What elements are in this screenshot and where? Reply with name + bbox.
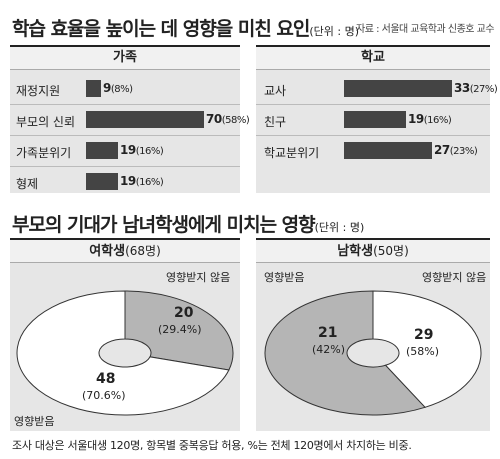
bar-value: 19 — [120, 174, 136, 188]
row-divider — [256, 104, 490, 105]
unit-label: (단위 : 명) — [314, 221, 365, 234]
boys-panel: 남학생(50명) 영향받음 21 (42%) 영향받지 않음 29 (58%) — [256, 238, 490, 431]
row-divider — [10, 135, 240, 136]
slice-value: 21 — [318, 325, 338, 341]
girls-header: 여학생(68명) — [10, 238, 240, 263]
girls-panel: 여학생(68명) 영향받지 않음 20 (29.4%) 48 (70.6%) 영향받음 — [10, 238, 240, 431]
bar-category-label: 학교분위기 — [264, 146, 320, 160]
boys-header: 남학생(50명) — [256, 238, 490, 263]
bar — [86, 173, 118, 190]
donut-chart — [264, 290, 482, 416]
bar — [344, 111, 406, 128]
bar — [86, 142, 118, 159]
donut-slice — [16, 290, 230, 416]
bar-category-label: 부모의 신뢰 — [16, 115, 76, 129]
slice-value: 29 — [414, 327, 434, 343]
slice-label-affected: 영향받음 — [14, 415, 55, 428]
bar-percent: (8%) — [110, 84, 133, 95]
bar-value: 70 — [206, 112, 222, 126]
school-panel: 학교 교사 33(27%) 친구 19(16%) 학교분위기 27(23%) — [256, 45, 498, 193]
family-panel: 가족 재정지원 9(8%) 부모의 신뢰 70(58%) 가족분위기 19(16%) 형제 1… — [10, 45, 250, 193]
slice-percent: (58%) — [406, 345, 440, 358]
bar-percent: (27%) — [469, 84, 498, 95]
bar-value-label: 9(8%) — [103, 81, 133, 95]
chart-title-factors: 학습 효율을 높이는 데 영향을 미친 요인(단위 : 명) — [12, 18, 360, 40]
bar-percent: (16%) — [423, 115, 452, 126]
bar-category-label: 재정지원 — [16, 84, 61, 98]
row-divider — [10, 104, 240, 105]
bar-category-label: 형제 — [16, 177, 39, 191]
bar-value-label: 19(16%) — [120, 174, 164, 188]
slice-label-not-affected: 영향받지 않음 — [166, 271, 231, 284]
bar-percent: (16%) — [135, 146, 164, 157]
bar-category-label: 교사 — [264, 84, 287, 98]
row-divider — [10, 166, 240, 167]
bar-percent: (16%) — [135, 177, 164, 188]
bar-category-label: 친구 — [264, 115, 287, 129]
donut-slice — [264, 290, 426, 416]
bar-category-label: 가족분위기 — [16, 146, 72, 160]
slice-label-not-affected: 영향받지 않음 — [422, 271, 487, 284]
bar-value: 33 — [454, 81, 470, 95]
donut-slice — [372, 290, 482, 408]
unit-label: (단위 : 명) — [309, 25, 360, 38]
bar-value-label: 70(58%) — [206, 112, 250, 126]
bar-value: 19 — [120, 143, 136, 157]
bar-percent: (23%) — [449, 146, 478, 157]
school-header: 학교 — [256, 45, 490, 70]
slice-percent: (29.4%) — [158, 323, 202, 336]
slice-value: 20 — [174, 305, 194, 321]
slice-percent: (70.6%) — [82, 389, 126, 402]
slice-value: 48 — [96, 371, 116, 387]
source-credit: 자료 : 서울대 교육학과 신종호 교수 — [356, 24, 495, 35]
chart-title-parent-expectation: 부모의 기대가 남녀학생에게 미치는 영향(단위 : 명) — [12, 214, 365, 236]
donut-chart — [16, 290, 234, 416]
bar-value-label: 27(23%) — [434, 143, 478, 157]
bar — [344, 80, 452, 97]
bar-value-label: 33(27%) — [454, 81, 498, 95]
bar — [86, 80, 101, 97]
slice-label-affected: 영향받음 — [264, 271, 305, 284]
bar-percent: (58%) — [221, 115, 250, 126]
bar-value: 27 — [434, 143, 450, 157]
bar — [344, 142, 432, 159]
slice-percent: (42%) — [312, 343, 346, 356]
family-header: 가족 — [10, 45, 240, 70]
bar — [86, 111, 204, 128]
bar-value: 9 — [103, 81, 111, 95]
bar-value: 19 — [408, 112, 424, 126]
footnote: 조사 대상은 서울대생 120명, 항목별 중복응답 허용, %는 전체 120… — [12, 439, 412, 452]
donut-slice — [124, 290, 234, 371]
bar-value-label: 19(16%) — [408, 112, 452, 126]
bar-value-label: 19(16%) — [120, 143, 164, 157]
row-divider — [256, 135, 490, 136]
